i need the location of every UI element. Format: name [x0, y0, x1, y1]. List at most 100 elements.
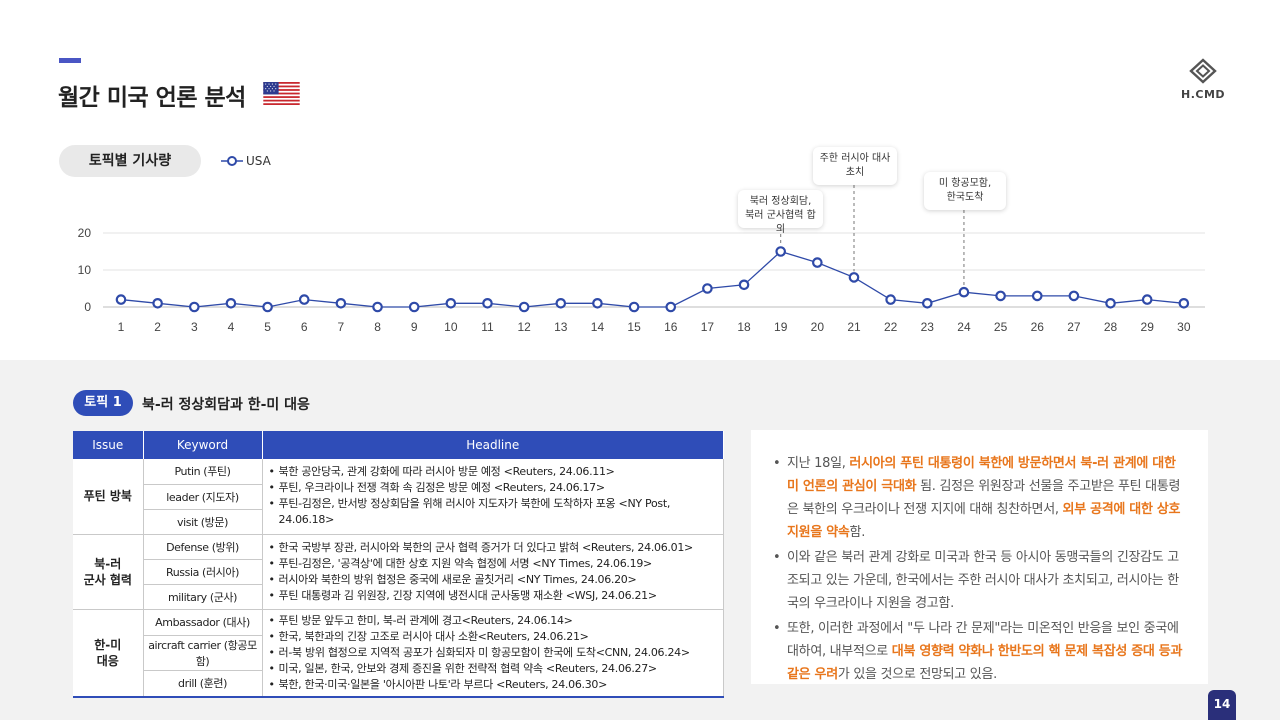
- keyword-cell: Putin (푸틴): [143, 459, 263, 485]
- x-tick-label: 11: [481, 320, 494, 334]
- x-tick-label: 27: [1067, 320, 1081, 334]
- summary-list: 지난 18일, 러시아의 푸틴 대통령이 북한에 방문하면서 북-러 관계에 대…: [773, 452, 1184, 686]
- x-tick-label: 18: [737, 320, 751, 334]
- headline-item: 러시아와 북한의 방위 협정은 중국에 새로운 골칫거리 <NY Times, …: [269, 572, 718, 588]
- x-tick-label: 3: [191, 320, 198, 334]
- headline-item: 푸틴-김정은, 반서방 정상회담을 위해 러시아 지도자가 북한에 도착하자 포…: [269, 496, 718, 528]
- page-title: 월간 미국 언론 분석: [58, 85, 246, 111]
- data-point: [1068, 290, 1080, 302]
- summary-text: 가 있을 것으로 전망되고 있음.: [837, 667, 997, 682]
- summary-item: 지난 18일, 러시아의 푸틴 대통령이 북한에 방문하면서 북-러 관계에 대…: [773, 452, 1184, 544]
- x-tick-label: 28: [1104, 320, 1118, 334]
- x-tick-label: 22: [884, 320, 898, 334]
- headline-cell: 북한 공안당국, 관계 강화에 따라 러시아 방문 예정 <Reuters, 2…: [262, 459, 724, 535]
- x-tick-label: 29: [1141, 320, 1155, 334]
- headline-item: 북한, 한국·미국·일본을 '아시아판 나토'라 부르다 <Reuters, 2…: [269, 677, 718, 693]
- data-point: [445, 297, 457, 309]
- x-tick-label: 13: [554, 320, 568, 334]
- x-tick-label: 30: [1177, 320, 1191, 334]
- table-row: Russia (러시아): [73, 559, 724, 585]
- summary-highlight: 대북 영향력 약화나 한반도의 핵 문제 복잡성 증대 등과 같은 우려: [787, 644, 1183, 682]
- data-point: [262, 301, 273, 313]
- issue-cell: 푸틴 방북: [73, 459, 144, 535]
- table-row: leader (지도자): [73, 484, 724, 510]
- series-line-usa: [120, 250, 1184, 308]
- page-number: 14: [1208, 690, 1236, 720]
- table-row: drill (훈련): [73, 670, 724, 698]
- header-issue: Issue: [73, 431, 144, 459]
- data-point: [372, 301, 383, 313]
- data-point: [812, 257, 823, 268]
- x-tick-label: 12: [517, 320, 531, 334]
- data-point: [1105, 297, 1116, 309]
- summary-highlight: 러시아의 푸틴 대통령이 북한에 방문하면서 북-러 관계에 대한 미 언론의 …: [787, 456, 1176, 494]
- x-tick-label: 4: [228, 320, 235, 334]
- data-point: [555, 297, 567, 309]
- headline-cell: 푸틴 방문 앞두고 한미, 북-러 관계에 경고<Reuters, 24.06.…: [262, 609, 724, 698]
- x-tick-label: 23: [921, 320, 935, 334]
- x-tick-label: 1: [118, 320, 125, 334]
- x-tick-label: 17: [701, 320, 715, 334]
- y-tick-label: 20: [78, 226, 92, 240]
- issue-cell: 한-미 대응: [73, 609, 144, 698]
- topic-title: 북-러 정상회담과 한-미 대응: [142, 397, 310, 413]
- summary-item: 이와 같은 북러 관계 강화로 미국과 한국 등 아시아 동맹국들의 긴장감도 …: [773, 546, 1184, 615]
- data-point: [702, 283, 713, 294]
- topic-badge: 토픽 1: [73, 390, 133, 416]
- logo-text: H.CMD: [1181, 88, 1226, 101]
- data-point: [738, 279, 750, 291]
- keyword-cell: Defense (방위): [143, 534, 263, 560]
- x-tick-label: 24: [957, 320, 971, 334]
- data-point: [775, 246, 786, 257]
- summary-highlight: 외부 공격에 대한 상호 지원을 약속: [787, 502, 1181, 540]
- data-point: [921, 297, 933, 309]
- x-tick-label: 16: [664, 320, 678, 334]
- data-point: [1178, 297, 1190, 309]
- data-point: [958, 286, 970, 298]
- headline-item: 푸틴, 우크라이나 전쟁 격화 속 김정은 방문 예정 <Reuters, 24…: [269, 480, 718, 496]
- headline-item: 한국 국방부 장관, 러시아와 북한의 군사 협력 증거가 더 있다고 밝혀 <…: [269, 540, 718, 556]
- header-keyword: Keyword: [143, 431, 263, 459]
- keyword-cell: Ambassador (대사): [143, 609, 263, 636]
- table-header-row: Issue Keyword Headline: [73, 431, 724, 459]
- table-row: visit (방문): [73, 509, 724, 535]
- x-tick-label: 19: [774, 320, 788, 334]
- x-tick-label: 20: [811, 320, 825, 334]
- data-point: [848, 272, 860, 283]
- headline-cell: 한국 국방부 장관, 러시아와 북한의 군사 협력 증거가 더 있다고 밝혀 <…: [262, 534, 724, 610]
- summary-box: 지난 18일, 러시아의 푸틴 대통령이 북한에 방문하면서 북-러 관계에 대…: [751, 430, 1208, 684]
- data-point: [885, 294, 896, 305]
- keyword-cell: leader (지도자): [143, 484, 263, 510]
- legend-label-usa: USA: [246, 154, 271, 168]
- company-logo: H.CMD: [1181, 58, 1225, 102]
- data-point: [408, 301, 420, 313]
- legend-marker-icon: [221, 156, 243, 166]
- x-tick-label: 14: [591, 320, 605, 334]
- x-tick-label: 10: [444, 320, 458, 334]
- headline-item: 북한 공안당국, 관계 강화에 따라 러시아 방문 예정 <Reuters, 2…: [269, 464, 718, 480]
- x-tick-label: 7: [338, 320, 345, 334]
- x-tick-label: 5: [264, 320, 271, 334]
- data-point: [152, 297, 163, 309]
- chart-legend: USA: [221, 153, 271, 169]
- us-flag-icon: [263, 82, 300, 105]
- summary-text: 함.: [849, 525, 866, 540]
- title-accent-bar: [59, 58, 81, 63]
- keyword-cell: visit (방문): [143, 509, 263, 535]
- data-point: [225, 297, 237, 309]
- data-point: [995, 290, 1006, 302]
- data-point: [115, 294, 127, 305]
- keyword-cell: drill (훈련): [143, 670, 263, 698]
- keyword-cell: Russia (러시아): [143, 559, 263, 585]
- keyword-cell: aircraft carrier (항공모함): [143, 635, 263, 671]
- summary-text: 또한, 이러한 과정에서 "두 나라 간 문제"라는 미온적인 반응을 보인 중…: [787, 621, 1179, 659]
- data-point: [592, 297, 603, 309]
- y-tick-label: 10: [78, 263, 92, 277]
- callout-carrier: 미 항공모함, 한국도착: [924, 172, 1006, 210]
- headline-item: 러-북 방위 협정으로 지역적 공포가 심화되자 미 항공모함이 한국에 도착<…: [269, 645, 718, 661]
- summary-item: 또한, 이러한 과정에서 "두 나라 간 문제"라는 미온적인 반응을 보인 중…: [773, 617, 1184, 686]
- table-row: military (군사): [73, 584, 724, 610]
- headline-item: 푸틴-김정은, '공격상'에 대한 상호 지원 약속 협정에 서명 <NY Ti…: [269, 556, 718, 572]
